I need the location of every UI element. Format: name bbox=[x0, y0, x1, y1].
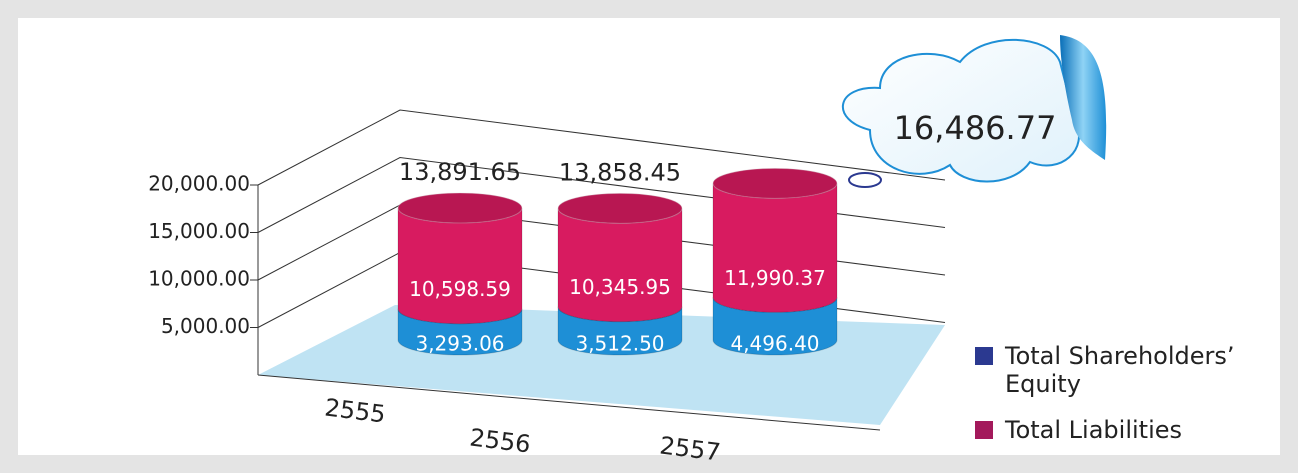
value-label: 3,293.06 bbox=[415, 332, 504, 356]
legend-item: Total Liabilities bbox=[975, 416, 1265, 444]
y-tick-label: 10,000.00 bbox=[148, 267, 250, 291]
y-tick-label: 15,000.00 bbox=[148, 219, 250, 243]
cylinder-segment bbox=[712, 297, 838, 356]
total-label: 16,486.77 bbox=[894, 109, 1057, 147]
cylinder-segment bbox=[712, 183, 838, 313]
grid-line bbox=[257, 109, 946, 186]
cylinder-top bbox=[397, 192, 523, 224]
value-label: 10,345.95 bbox=[569, 275, 671, 299]
cylinder-segment bbox=[557, 306, 683, 356]
bubble-dot bbox=[848, 172, 882, 188]
y-tick-label: 20,000.00 bbox=[148, 172, 250, 196]
cylinder-top bbox=[712, 167, 838, 199]
page-curl bbox=[1060, 35, 1107, 160]
total-label: 13,891.65 bbox=[399, 158, 521, 186]
value-label: 10,598.59 bbox=[409, 277, 511, 301]
y-tick-label: 5,000.00 bbox=[161, 314, 250, 338]
x-tick-label: 2557 bbox=[658, 431, 722, 466]
cylinder-segment bbox=[557, 208, 683, 323]
legend-swatch bbox=[975, 421, 993, 439]
value-label: 4,496.40 bbox=[730, 332, 819, 356]
total-label: 13,858.45 bbox=[559, 158, 681, 186]
cylinder-segment bbox=[397, 207, 523, 325]
cloud-callout bbox=[842, 38, 1080, 183]
legend-item: Total Shareholders’ Equity bbox=[975, 342, 1265, 398]
cylinder-top bbox=[557, 192, 683, 224]
legend-swatch bbox=[975, 347, 993, 365]
value-label: 11,990.37 bbox=[724, 266, 826, 290]
legend-label: Total Shareholders’ Equity bbox=[1005, 342, 1235, 398]
x-axis bbox=[257, 374, 881, 431]
value-label: 3,512.50 bbox=[575, 332, 664, 356]
legend-label: Total Liabilities bbox=[1005, 416, 1183, 444]
